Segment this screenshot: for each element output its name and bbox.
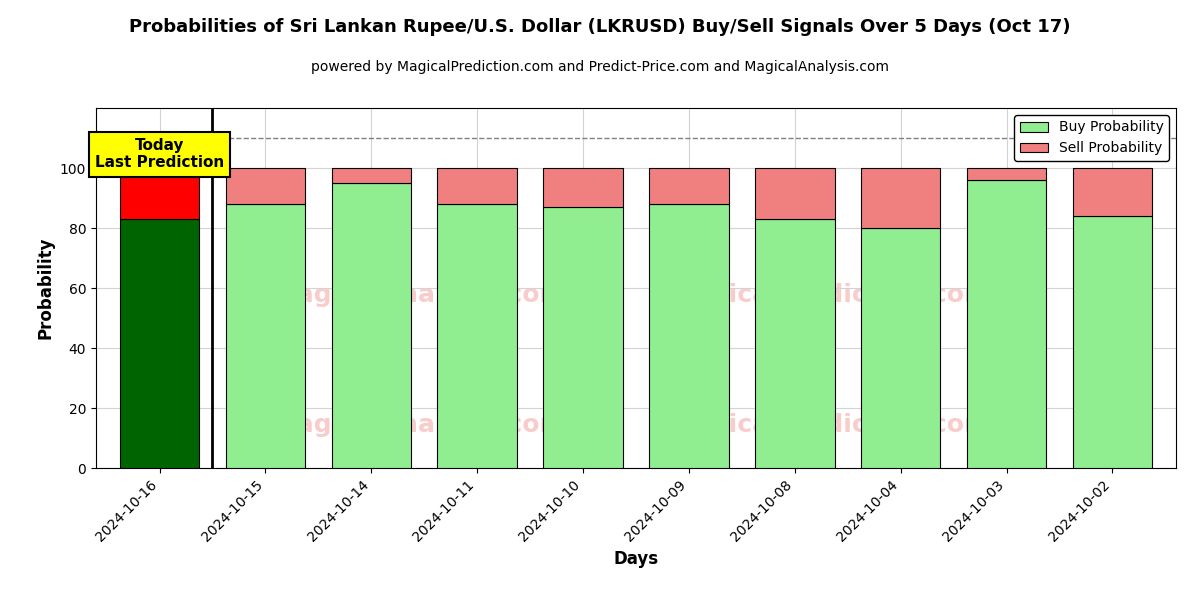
Bar [438, 204, 517, 468]
Bar [1073, 168, 1152, 216]
Text: Probabilities of Sri Lankan Rupee/U.S. Dollar (LKRUSD) Buy/Sell Signals Over 5 D: Probabilities of Sri Lankan Rupee/U.S. D… [130, 18, 1070, 36]
Bar [649, 204, 728, 468]
Bar [649, 168, 728, 204]
Bar [862, 168, 941, 228]
Bar [544, 168, 623, 207]
Legend: Buy Probability, Sell Probability: Buy Probability, Sell Probability [1014, 115, 1169, 161]
Text: Today
Last Prediction: Today Last Prediction [95, 138, 224, 170]
Bar [120, 168, 199, 219]
Text: MagicalPrediction.com: MagicalPrediction.com [670, 283, 991, 307]
Y-axis label: Probability: Probability [36, 237, 54, 339]
Bar [226, 204, 305, 468]
Bar [331, 183, 412, 468]
Bar [544, 207, 623, 468]
X-axis label: Days: Days [613, 550, 659, 568]
Text: MagicalPrediction.com: MagicalPrediction.com [670, 413, 991, 437]
Bar [755, 219, 834, 468]
Text: MagicalAnalysis.com: MagicalAnalysis.com [274, 413, 566, 437]
Bar [755, 168, 834, 219]
Bar [331, 168, 412, 183]
Text: powered by MagicalPrediction.com and Predict-Price.com and MagicalAnalysis.com: powered by MagicalPrediction.com and Pre… [311, 60, 889, 74]
Bar [120, 219, 199, 468]
Bar [967, 180, 1046, 468]
Bar [862, 228, 941, 468]
Bar [226, 168, 305, 204]
Text: MagicalAnalysis.com: MagicalAnalysis.com [274, 283, 566, 307]
Bar [967, 168, 1046, 180]
Bar [1073, 216, 1152, 468]
Bar [438, 168, 517, 204]
